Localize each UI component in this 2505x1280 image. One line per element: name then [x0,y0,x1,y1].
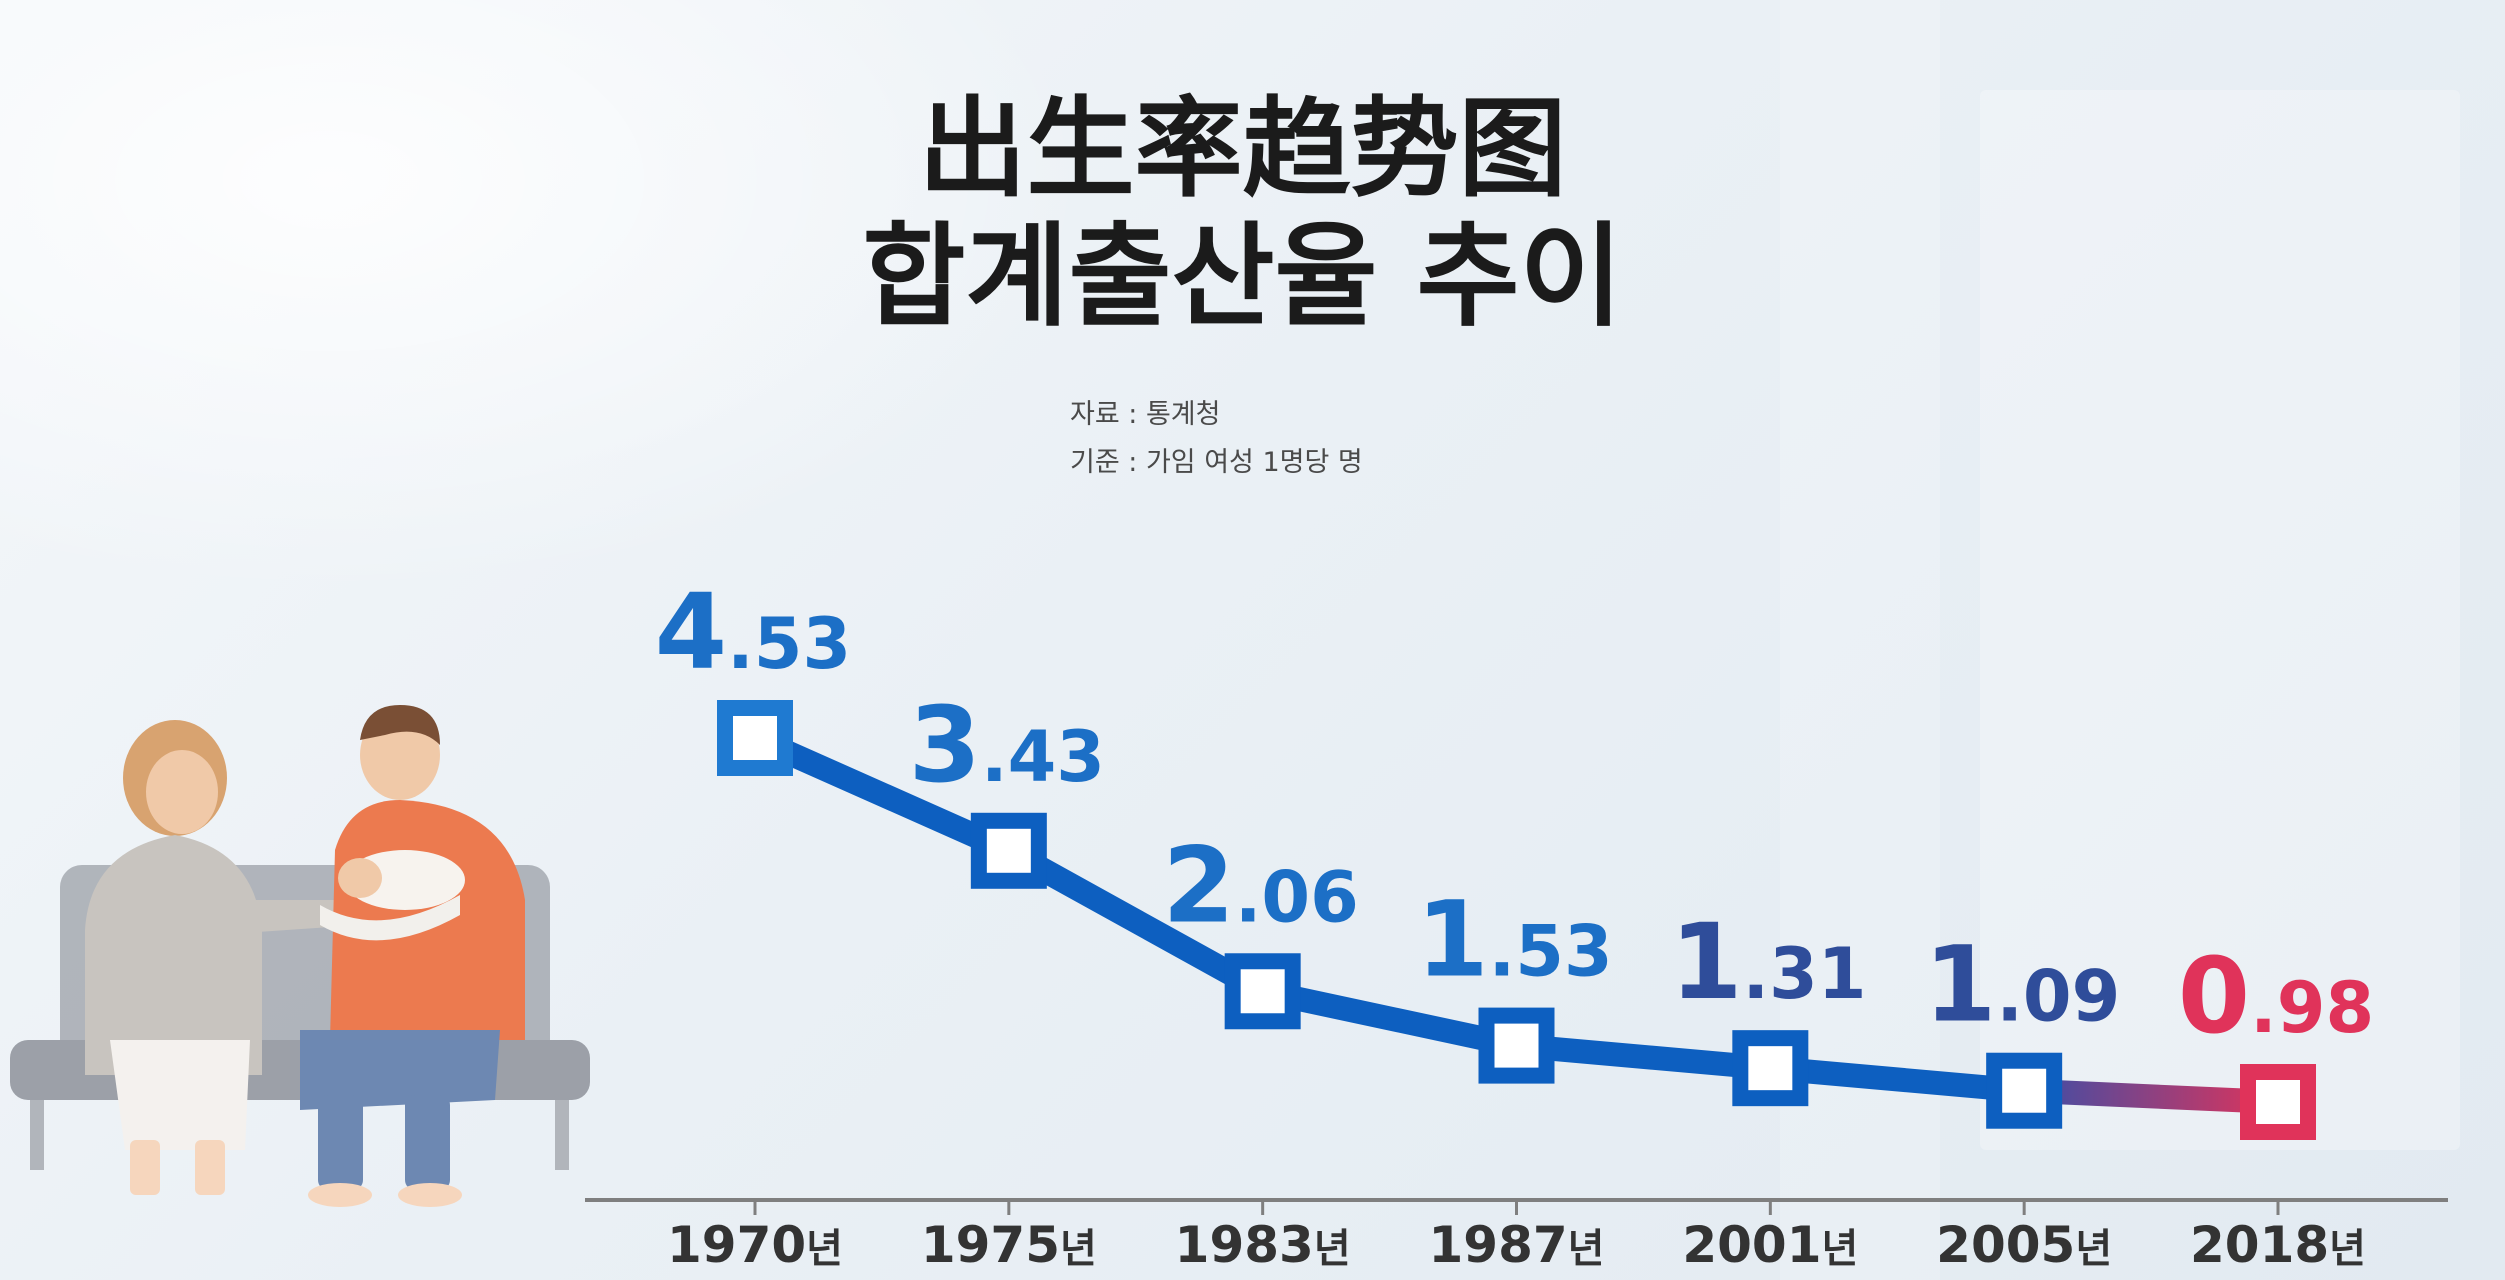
data-label: 3.43 [909,684,1105,806]
data-label: 4.53 [655,571,851,693]
x-tick-label: 2001년 [1682,1216,1858,1274]
background-glow [0,0,1100,600]
x-tick-label: 2005년 [1936,1216,2112,1274]
x-tick-label: 1983년 [1175,1216,1351,1274]
data-point-marker [717,700,793,776]
series-line-segment [1250,979,1529,1058]
data-label: 0.98 [2178,935,2374,1057]
family-illustration [10,705,590,1207]
x-tick-label: 1970년 [667,1216,843,1274]
data-label: 1.31 [1670,901,1866,1023]
data-label: 2.06 [1162,824,1358,946]
data-point-marker [1224,953,1301,1030]
x-tick-label: 1987년 [1429,1216,1605,1274]
chart-title-korean: 합계출산율 추이 [862,212,1623,342]
series-line-segment [1758,1056,2037,1103]
source-note: 자료 : 통계청 [1070,399,1221,430]
x-tick-label: 1975년 [921,1216,1097,1274]
series-line-segment [2012,1078,2290,1114]
chart-title-chinese: 出生率趋势图 [918,87,1567,212]
data-point-marker [1478,1007,1555,1084]
basis-note: 기준 : 가임 여성 1명당 명 [1070,447,1363,478]
data-label: 1.09 [1924,924,2120,1046]
data-label: 1.53 [1416,879,1612,1001]
data-point-marker [1986,1052,2063,1129]
series-line-segment [996,838,1275,1004]
series-line-segment [743,726,1021,863]
x-tick-label: 2018년 [2190,1216,2366,1274]
series-line-segment [1504,1033,1783,1081]
data-point-marker [2240,1064,2316,1140]
data-point-marker [970,812,1047,889]
background-panel [1980,90,2460,1150]
data-point-marker [1732,1030,1809,1107]
